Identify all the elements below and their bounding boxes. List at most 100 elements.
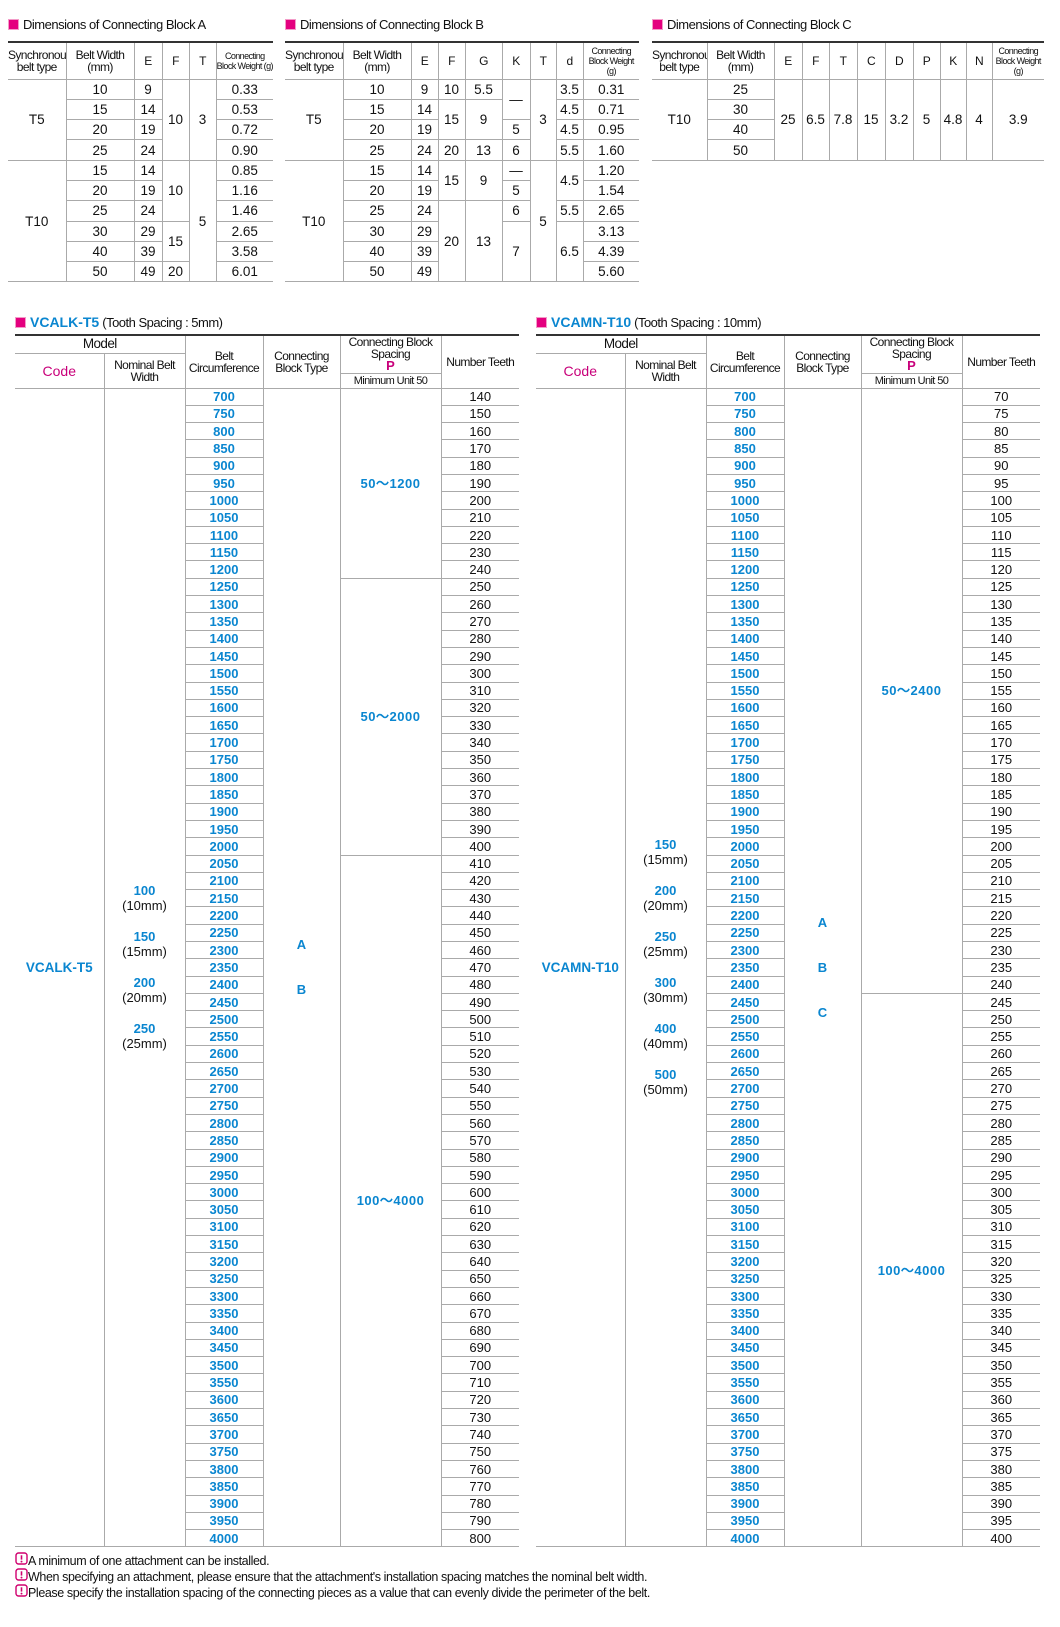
- width-value: 250: [133, 1021, 156, 1037]
- width-list: 100 (10mm) 150 (15mm) 200 (20mm) 250 (25mm): [105, 883, 184, 1051]
- row: 30: [652, 98, 1044, 121]
- row: 850 85: [536, 439, 1041, 458]
- circumference: 1200: [184, 560, 264, 579]
- teeth: 200: [440, 491, 520, 510]
- row: 3450 345: [536, 1338, 1041, 1358]
- column-header: E: [133, 41, 163, 80]
- circumference: 2550: [184, 1027, 264, 1046]
- circumference: 3650: [705, 1408, 785, 1427]
- teeth: 420: [440, 871, 520, 891]
- column-header: F: [161, 41, 190, 80]
- body: T10 25 25 6.5 7.8 15 3.2 5 4.8 4 3.9 30 40 50: [651, 78, 1045, 161]
- teeth: 150: [440, 404, 520, 424]
- row: 20 19 0.72: [8, 119, 274, 141]
- column-header: K: [501, 41, 531, 80]
- column-header: Synchronous belt type: [7, 41, 67, 80]
- row: 3250 325: [536, 1269, 1041, 1288]
- circumference: 950: [705, 473, 785, 493]
- row: 1400 280: [15, 629, 520, 648]
- row: 3100 310: [536, 1217, 1041, 1237]
- circumference: 3700: [705, 1425, 785, 1444]
- column-header: E: [410, 41, 439, 80]
- cell: 5: [529, 159, 557, 283]
- cell: 25: [65, 200, 135, 222]
- circumference: 1800: [705, 768, 785, 787]
- teeth: 340: [961, 1321, 1041, 1340]
- teeth: 220: [961, 906, 1041, 925]
- column-header: F: [437, 41, 466, 80]
- circumference: 1150: [705, 543, 785, 562]
- cell: 20: [161, 261, 190, 283]
- row: 20 19 5 4.5 0.95: [285, 119, 640, 141]
- circumference: 1700: [184, 733, 264, 752]
- width-mm: (20mm): [122, 990, 167, 1006]
- teeth: 240: [961, 975, 1041, 994]
- circumference: 800: [184, 422, 264, 441]
- circumference: 2850: [705, 1131, 785, 1150]
- teeth: 200: [961, 837, 1041, 856]
- row: 1750 175: [536, 750, 1041, 770]
- column-header: T: [529, 41, 557, 80]
- header-row: Code Nominal Belt Width: [14, 352, 519, 389]
- row: 20 19 5 1.54: [285, 179, 640, 202]
- teeth: 770: [440, 1477, 520, 1496]
- row: 2500 250: [536, 1010, 1041, 1029]
- cell: 3.9: [991, 78, 1045, 161]
- note-icon: [15, 1552, 28, 1565]
- column-header: C: [856, 41, 886, 80]
- icon-dot: [20, 1560, 23, 1563]
- circumference: 3200: [184, 1252, 264, 1271]
- circumference: 850: [705, 439, 785, 458]
- cell: 15: [65, 159, 135, 181]
- block-type-header: Connecting Block Type: [783, 334, 862, 389]
- row: 3150 315: [536, 1235, 1041, 1254]
- circumference: 2750: [184, 1096, 264, 1115]
- row: 3750 750: [15, 1442, 520, 1461]
- row: 2350 470: [15, 958, 520, 977]
- circumference: 2150: [184, 889, 264, 908]
- width-item: 500 (50mm): [643, 1067, 688, 1097]
- row: 1150 115: [536, 543, 1041, 562]
- circumference: 900: [184, 456, 264, 475]
- teeth: 590: [440, 1165, 520, 1185]
- circumference: 2500: [184, 1010, 264, 1029]
- circumference: 1200: [705, 560, 785, 579]
- cell: 3.5: [555, 78, 584, 100]
- block-c-title: Dimensions of Connecting Block C: [652, 17, 852, 32]
- teeth: 260: [440, 595, 520, 614]
- bullet: [536, 316, 547, 328]
- row: 1350 135: [536, 612, 1041, 631]
- teeth: 365: [961, 1408, 1041, 1427]
- teeth: 140: [440, 387, 520, 406]
- teeth: 450: [440, 923, 520, 943]
- circumference: 2800: [184, 1113, 264, 1133]
- circumference: 3450: [705, 1338, 785, 1358]
- teeth: 270: [440, 612, 520, 631]
- cell: 2.65: [582, 200, 640, 222]
- teeth: 470: [440, 958, 520, 977]
- circumference: 2700: [184, 1079, 264, 1098]
- note: A minimum of one attachment can be insta…: [15, 1552, 650, 1568]
- bullet: [15, 316, 26, 328]
- cell: 15: [856, 78, 886, 161]
- row: 3300 660: [15, 1286, 520, 1306]
- teeth: 740: [440, 1425, 520, 1444]
- teeth: 250: [440, 577, 520, 597]
- teeth: 730: [440, 1408, 520, 1427]
- circumference: 1850: [184, 785, 264, 804]
- teeth: 190: [961, 802, 1041, 821]
- cell: 50: [706, 139, 775, 161]
- circumference: 1650: [184, 716, 264, 735]
- teeth: 310: [961, 1217, 1041, 1237]
- row: 2800 280: [536, 1113, 1041, 1133]
- teeth: 325: [961, 1269, 1041, 1288]
- code-header: Code: [14, 352, 105, 389]
- teeth: 255: [961, 1027, 1041, 1046]
- cell: 5.5: [555, 200, 584, 222]
- circumference: 2900: [705, 1148, 785, 1167]
- teeth: 610: [440, 1200, 520, 1219]
- circumference: 2850: [184, 1131, 264, 1150]
- circumference: 3100: [705, 1217, 785, 1237]
